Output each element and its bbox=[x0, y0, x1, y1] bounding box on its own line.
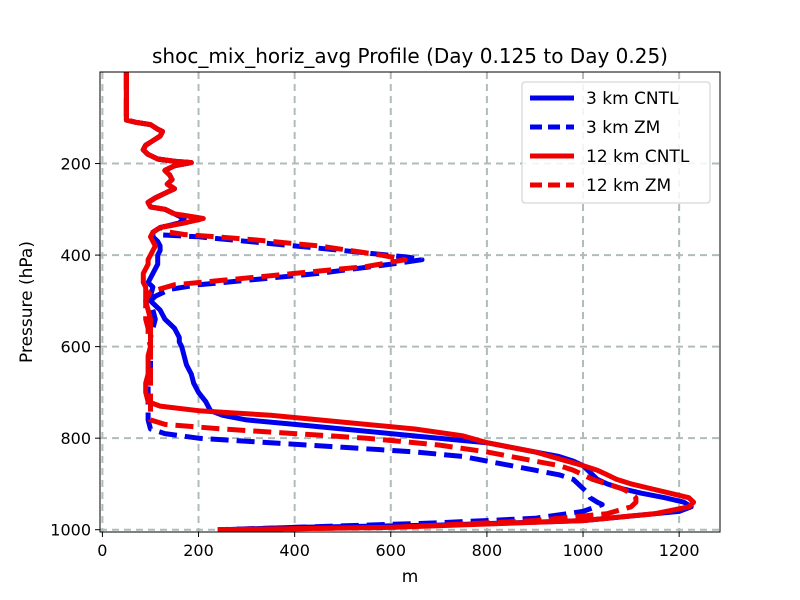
y-tick-label: 800 bbox=[60, 429, 91, 448]
x-tick-label: 1000 bbox=[563, 541, 604, 560]
x-tick-label: 600 bbox=[376, 541, 407, 560]
y-tick-label: 600 bbox=[60, 338, 91, 357]
legend-label: 3 km ZM bbox=[586, 118, 660, 138]
y-axis: 200 400 600 800 1000 bbox=[50, 155, 100, 540]
plot-lines bbox=[123, 72, 697, 532]
y-tick-label: 400 bbox=[60, 246, 91, 265]
x-tick-label: 400 bbox=[279, 541, 310, 560]
legend-label: 12 km CNTL bbox=[586, 147, 690, 167]
x-tick-label: 200 bbox=[183, 541, 214, 560]
x-axis-label: m bbox=[402, 567, 419, 587]
legend-label: 12 km ZM bbox=[586, 176, 671, 196]
series-line-12-km-zm bbox=[123, 72, 639, 532]
y-tick-label: 200 bbox=[60, 155, 91, 174]
x-tick-label: 0 bbox=[97, 541, 107, 560]
legend: 3 km CNTL 3 km ZM 12 km CNTL 12 km ZM bbox=[521, 81, 711, 204]
plot-frame bbox=[99, 71, 721, 533]
x-tick-label: 800 bbox=[472, 541, 503, 560]
chart-title: shoc_mix_horiz_avg Profile (Day 0.125 to… bbox=[152, 44, 668, 68]
x-axis: 0 200 400 600 800 1000 1200 bbox=[97, 532, 700, 560]
x-tick-label: 1200 bbox=[659, 541, 700, 560]
legend-box bbox=[521, 81, 711, 204]
y-tick-label: 1000 bbox=[50, 521, 91, 540]
legend-label: 3 km CNTL bbox=[586, 89, 679, 109]
y-axis-label: Pressure (hPa) bbox=[17, 241, 37, 363]
